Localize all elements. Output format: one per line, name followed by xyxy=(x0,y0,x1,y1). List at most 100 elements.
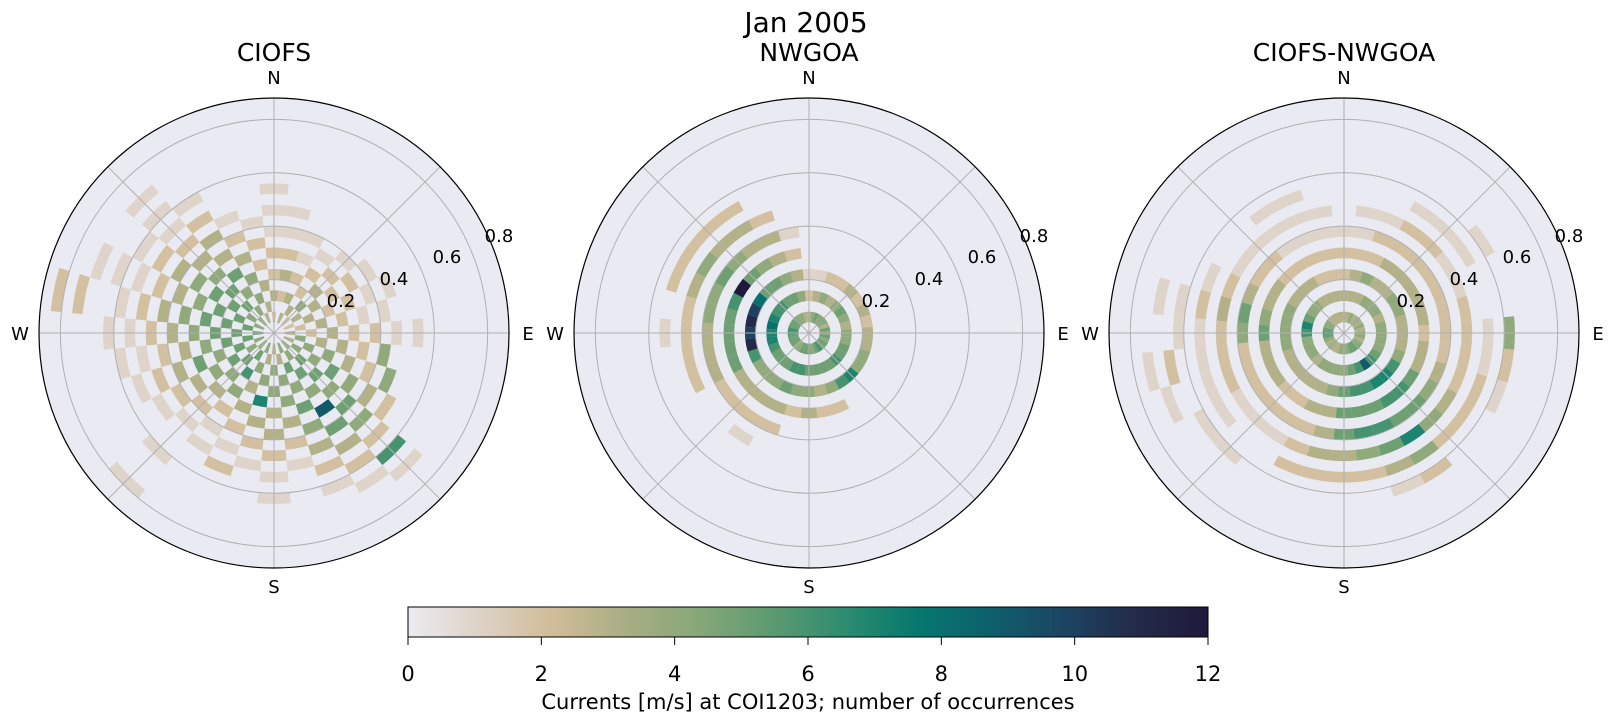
histogram-cell xyxy=(681,295,697,322)
histogram-cell xyxy=(1415,308,1430,326)
histogram-cell xyxy=(1216,295,1232,322)
histogram-cell xyxy=(199,339,213,355)
histogram-cell xyxy=(314,317,328,329)
histogram-cell xyxy=(768,251,788,268)
histogram-cell xyxy=(1354,326,1366,332)
histogram-cell xyxy=(787,334,799,340)
histogram-cell xyxy=(1368,305,1382,318)
histogram-cell xyxy=(1319,404,1337,419)
histogram-cell xyxy=(151,244,175,273)
histogram-cell xyxy=(778,380,794,395)
histogram-cell xyxy=(1359,357,1372,371)
histogram-cell xyxy=(741,238,764,259)
histogram-cell xyxy=(1249,201,1279,226)
histogram-cell xyxy=(819,334,831,340)
histogram-cell xyxy=(1325,338,1336,347)
histogram-cell xyxy=(810,343,816,355)
histogram-cell xyxy=(1325,384,1339,397)
histogram-cell xyxy=(1301,320,1314,330)
histogram-cell xyxy=(686,367,706,394)
histogram-cell xyxy=(802,311,808,323)
compass-label-south: S xyxy=(268,577,279,598)
histogram-cell xyxy=(1379,257,1399,276)
histogram-cell xyxy=(302,342,315,354)
histogram-cell xyxy=(220,337,234,349)
histogram-cell xyxy=(818,361,830,374)
histogram-cell xyxy=(334,432,363,456)
histogram-cell xyxy=(1353,322,1365,330)
histogram-cell xyxy=(1262,219,1289,243)
histogram-cell xyxy=(1333,342,1341,354)
histogram-cell xyxy=(1349,341,1358,352)
histogram-cell xyxy=(1323,361,1335,374)
histogram-cell xyxy=(355,341,370,361)
histogram-cell xyxy=(1418,378,1439,401)
histogram-cell xyxy=(1237,342,1252,365)
histogram-cell xyxy=(1306,445,1333,461)
histogram-cell xyxy=(245,312,258,323)
histogram-cell xyxy=(798,342,806,354)
histogram-cell xyxy=(1409,440,1439,465)
histogram-cell xyxy=(1306,205,1333,221)
histogram-cell xyxy=(790,338,801,347)
radial-tick-label: 0.4 xyxy=(380,269,409,290)
panel-title: CIOFS-NWGOA xyxy=(1253,38,1435,67)
histogram-cell xyxy=(818,292,830,305)
histogram-cell xyxy=(373,393,397,422)
histogram-cell xyxy=(824,380,840,395)
histogram-cell xyxy=(1195,346,1212,377)
histogram-cell xyxy=(233,342,246,354)
histogram-cell xyxy=(795,314,804,325)
histogram-cell xyxy=(1434,251,1458,278)
histogram-cell xyxy=(1173,283,1191,318)
histogram-cell xyxy=(1467,224,1495,258)
histogram-cell xyxy=(277,312,285,324)
histogram-cell xyxy=(723,340,738,358)
colorbar-ticks xyxy=(407,637,1209,645)
histogram-cell xyxy=(771,305,785,318)
polar-panel-ciofs: CIOFS N E S W 0.2 0.4 0.6 0.8 xyxy=(11,38,534,598)
histogram-cell xyxy=(1390,474,1425,497)
histogram-cell xyxy=(242,335,254,343)
histogram-cell xyxy=(1351,247,1369,262)
grid-spoke xyxy=(107,332,275,500)
histogram-cell xyxy=(253,304,264,317)
histogram-cell xyxy=(283,336,295,344)
colorbar-tick-label: 0 xyxy=(401,662,414,686)
histogram-cell xyxy=(1389,407,1412,428)
histogram-cell xyxy=(1262,292,1279,312)
histogram-cell xyxy=(758,417,782,436)
histogram-cell xyxy=(747,348,762,364)
histogram-cell xyxy=(276,353,284,365)
histogram-cell xyxy=(812,363,822,376)
histogram-cell xyxy=(788,292,800,305)
histogram-cell xyxy=(702,342,717,365)
histogram-cell xyxy=(1283,436,1310,456)
grid-spoke xyxy=(808,332,976,500)
histogram-cell xyxy=(252,394,268,408)
histogram-cell xyxy=(733,278,752,298)
colorbar-label: Currents [m/s] at COI1203; number of occ… xyxy=(541,690,1074,714)
histogram-cell xyxy=(1365,251,1385,268)
histogram-cell xyxy=(1456,295,1472,322)
histogram-cell xyxy=(171,282,190,306)
histogram-cell xyxy=(199,415,224,437)
histogram-cell xyxy=(1419,456,1453,484)
histogram-cell xyxy=(1268,368,1287,388)
histogram-cell xyxy=(189,272,208,293)
grid-spoke xyxy=(1343,166,1511,334)
polar-grid xyxy=(573,97,1045,569)
compass-label-south: S xyxy=(803,577,814,598)
histogram-cell xyxy=(1359,271,1375,286)
histogram-cell xyxy=(1378,436,1405,456)
histogram-cell xyxy=(132,231,159,263)
histogram-cell xyxy=(745,314,758,328)
histogram-cell xyxy=(1313,271,1329,286)
histogram-cell xyxy=(263,312,271,324)
histogram-cell xyxy=(151,367,171,394)
histogram-cell xyxy=(706,360,725,384)
histogram-cell xyxy=(189,373,208,394)
histogram-cell xyxy=(1160,385,1184,424)
compass-label-east: E xyxy=(1057,324,1068,345)
histogram-cell xyxy=(814,269,828,282)
